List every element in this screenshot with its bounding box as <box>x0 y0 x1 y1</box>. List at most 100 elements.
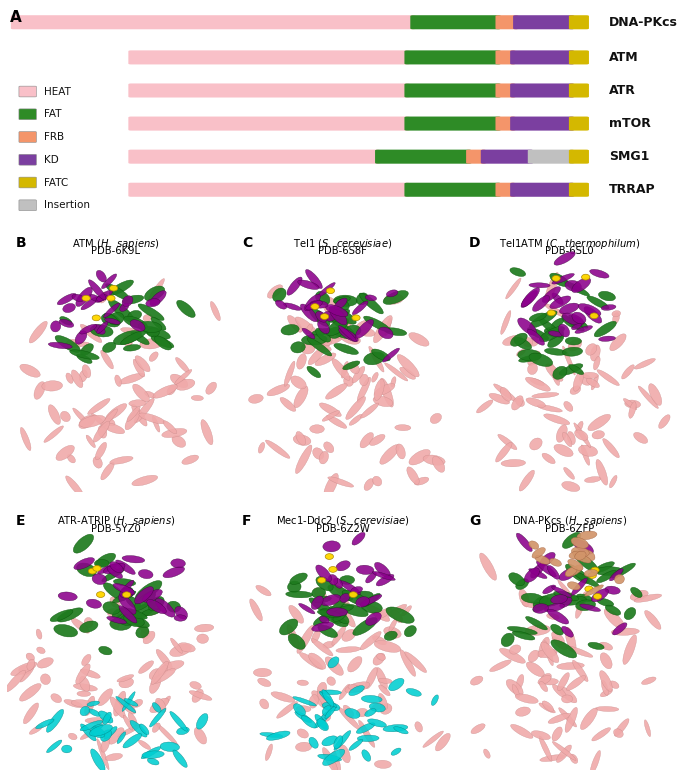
Ellipse shape <box>369 434 385 446</box>
FancyBboxPatch shape <box>19 86 36 97</box>
Ellipse shape <box>383 724 408 732</box>
Ellipse shape <box>500 387 511 401</box>
Ellipse shape <box>82 654 91 666</box>
Ellipse shape <box>150 698 169 713</box>
Ellipse shape <box>374 760 391 769</box>
Ellipse shape <box>356 597 370 607</box>
Ellipse shape <box>335 605 353 613</box>
Ellipse shape <box>374 379 384 401</box>
Ellipse shape <box>123 592 131 598</box>
Ellipse shape <box>91 414 109 429</box>
Ellipse shape <box>358 735 379 741</box>
Ellipse shape <box>284 361 295 387</box>
Ellipse shape <box>171 374 188 387</box>
Ellipse shape <box>388 678 404 691</box>
Text: A: A <box>10 10 22 25</box>
Ellipse shape <box>519 470 534 491</box>
Ellipse shape <box>530 313 547 321</box>
Ellipse shape <box>281 324 299 335</box>
Ellipse shape <box>73 534 94 553</box>
Ellipse shape <box>600 653 612 669</box>
Ellipse shape <box>548 713 570 724</box>
Ellipse shape <box>377 654 386 661</box>
Ellipse shape <box>258 443 264 453</box>
Ellipse shape <box>558 686 577 703</box>
Ellipse shape <box>71 619 90 633</box>
Ellipse shape <box>614 729 623 738</box>
Ellipse shape <box>326 288 334 293</box>
Ellipse shape <box>584 307 601 323</box>
Ellipse shape <box>364 478 374 490</box>
Ellipse shape <box>526 398 545 408</box>
Ellipse shape <box>368 719 386 727</box>
Ellipse shape <box>645 611 661 629</box>
Ellipse shape <box>297 680 308 685</box>
Ellipse shape <box>74 558 95 569</box>
Ellipse shape <box>352 315 360 321</box>
Ellipse shape <box>521 594 543 603</box>
Ellipse shape <box>371 349 390 361</box>
Ellipse shape <box>322 713 331 721</box>
Ellipse shape <box>323 641 334 648</box>
Ellipse shape <box>11 662 37 675</box>
Ellipse shape <box>312 630 320 643</box>
Ellipse shape <box>312 448 324 460</box>
Ellipse shape <box>376 574 394 586</box>
Ellipse shape <box>107 566 123 578</box>
Ellipse shape <box>147 328 160 337</box>
Ellipse shape <box>128 310 142 320</box>
Ellipse shape <box>623 635 636 664</box>
Ellipse shape <box>366 573 377 583</box>
Ellipse shape <box>67 454 75 463</box>
Ellipse shape <box>590 751 601 775</box>
Ellipse shape <box>80 706 90 716</box>
Ellipse shape <box>552 274 574 284</box>
Ellipse shape <box>508 626 537 635</box>
Ellipse shape <box>360 594 382 606</box>
Ellipse shape <box>295 711 312 723</box>
Ellipse shape <box>592 431 604 439</box>
Ellipse shape <box>349 685 364 696</box>
Ellipse shape <box>423 731 443 748</box>
Ellipse shape <box>565 707 577 732</box>
Ellipse shape <box>544 303 568 318</box>
Ellipse shape <box>430 413 442 423</box>
Ellipse shape <box>108 300 134 322</box>
Ellipse shape <box>103 712 111 724</box>
Ellipse shape <box>122 555 145 563</box>
Ellipse shape <box>310 300 328 308</box>
Ellipse shape <box>343 705 353 717</box>
Ellipse shape <box>351 587 362 594</box>
Ellipse shape <box>175 607 188 619</box>
Ellipse shape <box>295 445 312 474</box>
Ellipse shape <box>54 625 77 637</box>
Ellipse shape <box>576 421 583 433</box>
Ellipse shape <box>551 640 577 658</box>
Ellipse shape <box>512 396 523 410</box>
Ellipse shape <box>356 723 375 734</box>
Ellipse shape <box>342 629 356 641</box>
Ellipse shape <box>132 475 158 485</box>
Ellipse shape <box>182 455 199 464</box>
Ellipse shape <box>120 612 142 626</box>
Ellipse shape <box>323 335 332 346</box>
Ellipse shape <box>571 547 589 557</box>
Text: Insertion: Insertion <box>44 200 90 210</box>
Ellipse shape <box>597 598 614 606</box>
Ellipse shape <box>316 311 327 322</box>
Ellipse shape <box>160 742 179 752</box>
Ellipse shape <box>88 568 97 574</box>
Ellipse shape <box>104 314 119 324</box>
Ellipse shape <box>328 585 353 601</box>
Ellipse shape <box>107 616 127 624</box>
Ellipse shape <box>110 286 118 291</box>
Ellipse shape <box>537 405 562 412</box>
Ellipse shape <box>90 727 105 738</box>
Ellipse shape <box>323 311 336 321</box>
Ellipse shape <box>201 419 213 445</box>
Ellipse shape <box>320 608 343 623</box>
Ellipse shape <box>349 739 363 751</box>
Ellipse shape <box>284 303 301 310</box>
Ellipse shape <box>578 445 597 457</box>
Ellipse shape <box>373 636 386 645</box>
